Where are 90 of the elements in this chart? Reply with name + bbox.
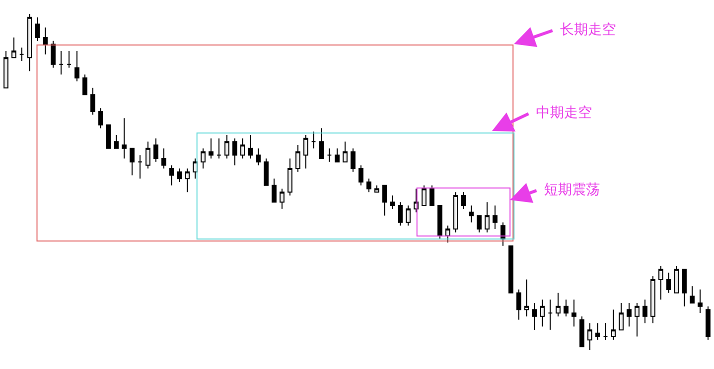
candlestick [374,184,380,193]
annotation: 中期走空 [536,105,592,121]
candlestick [177,168,182,182]
candlestick [634,302,640,338]
candlestick [595,322,600,340]
candlestick [548,299,553,330]
candlestick [698,289,703,314]
candlestick [326,148,332,162]
candlestick [579,316,584,348]
candlestick [500,222,506,246]
candlestick [556,292,561,317]
candlestick [303,134,308,170]
candlestick [674,266,679,294]
candlestick [240,138,246,159]
candlestick [272,178,277,203]
candlestick [468,205,474,223]
candlestick [216,138,222,159]
candlestick [342,141,348,162]
candlestick [390,194,395,210]
candlestick [11,37,16,58]
candlestick [658,266,664,300]
candlestick [508,245,514,294]
candlestick [208,138,214,159]
candlestick [42,26,48,55]
candlestick [74,50,80,82]
candlestick [461,192,466,210]
candlestick [572,299,576,327]
candlestick [484,202,490,233]
candlestick [476,215,482,233]
candlestick [610,309,616,340]
candlestick [19,47,24,62]
annotation: 短期震荡 [544,182,600,198]
candlestick [4,50,8,88]
candlestick [82,74,88,96]
candlestick [138,154,142,180]
candlestick [603,322,608,340]
candlestick [706,306,710,340]
candlestick [200,148,206,170]
annotation: 长期走空 [560,22,616,38]
candlestick [626,302,632,327]
candlestick [690,286,695,304]
candlestick [587,322,592,350]
candlestick [35,16,40,42]
candlestick [27,14,32,72]
candlestick [358,164,364,186]
candlestick [319,128,324,159]
candlestick [50,40,56,68]
candlestick [334,148,340,162]
candlestick [516,289,522,320]
candlestick [650,276,656,324]
candlestick [366,178,372,193]
candlestick [430,184,434,206]
candlestick [532,302,537,330]
candlestick [642,299,648,324]
candlestick [66,50,72,68]
candlestick [264,158,269,186]
candlestick [422,184,426,206]
candlestick [524,278,530,317]
candlestick [122,118,127,159]
candlestick [114,134,119,149]
candlestick [224,134,230,159]
candlestick [406,205,411,226]
candlestick [288,158,292,196]
candlestick [295,144,300,172]
candlestick [398,202,403,226]
candlestick [248,134,253,159]
candlestick [311,131,316,149]
candlestick [90,87,96,116]
candlestick [169,164,174,186]
candlestick [453,192,458,233]
candlestick [382,184,388,216]
candlestick [146,141,150,170]
candlestick [682,268,687,307]
candlestick [564,299,568,317]
candlestick [437,205,442,240]
candlestick [350,148,356,172]
candlestick [232,138,238,166]
candlestick [540,299,545,327]
candlestick [618,302,624,330]
candlestick [666,272,672,294]
candlestick [153,138,158,162]
candlestick [106,124,111,149]
candlestick [280,188,284,210]
candlestick [98,108,104,129]
candlestick [256,148,261,166]
candlestick [161,148,166,170]
candlestick [184,168,190,193]
candlestick [130,148,135,176]
candlestick [492,205,498,230]
candlestick [58,50,64,75]
